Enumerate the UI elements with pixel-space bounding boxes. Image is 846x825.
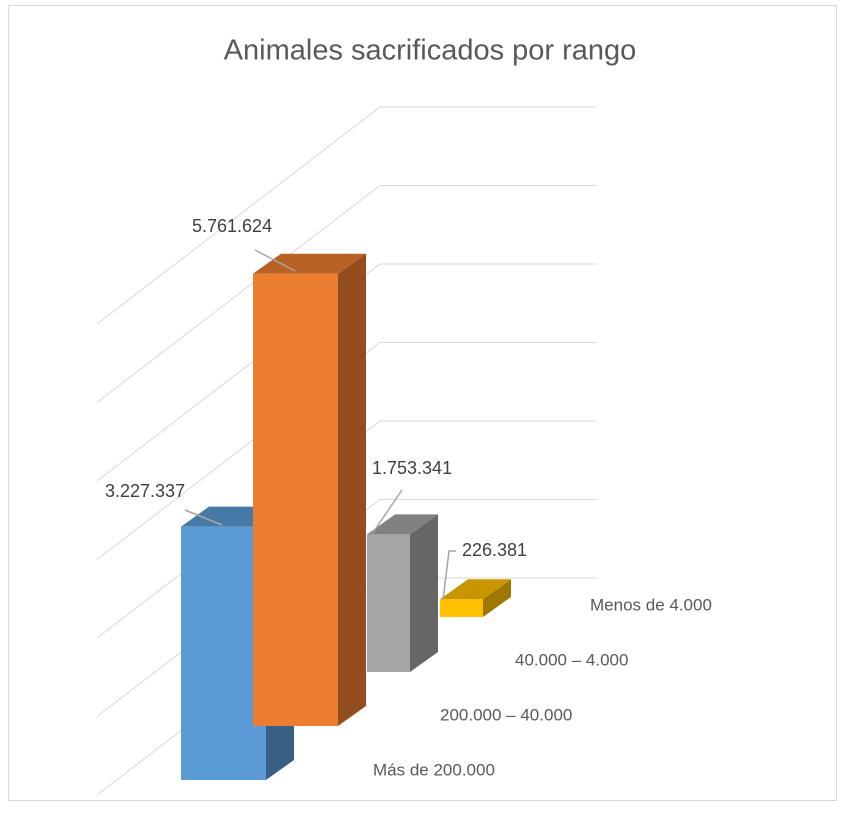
data-label: 5.761.624 [192, 216, 272, 236]
category-label: 200.000 – 40.000 [440, 705, 572, 724]
bar [440, 599, 483, 617]
leader-line [254, 249, 296, 272]
category-label: Menos de 4.000 [590, 595, 712, 614]
bar-side [483, 579, 511, 617]
bar [253, 273, 338, 726]
data-label: 3.227.337 [105, 481, 185, 501]
chart-title: Animales sacrificados por rango [224, 35, 637, 67]
bar-side [410, 514, 438, 672]
data-label: 226.381 [462, 540, 527, 560]
leader-line [442, 550, 456, 601]
grid-line [96, 263, 597, 482]
bar-top [440, 579, 511, 600]
bar-side [338, 253, 366, 726]
grid-line [96, 106, 597, 325]
bar [367, 534, 410, 672]
bar-top [253, 253, 366, 274]
bar [181, 526, 266, 780]
leader-line [184, 509, 223, 526]
grid-line [96, 342, 597, 560]
leader-line [371, 489, 403, 535]
bar-top [367, 514, 438, 535]
data-label: 1.753.341 [372, 458, 452, 478]
chart-border [8, 5, 837, 801]
category-label: Más de 200.000 [373, 760, 495, 779]
category-label: 40.000 – 4.000 [515, 650, 628, 669]
grid-line [96, 185, 597, 403]
